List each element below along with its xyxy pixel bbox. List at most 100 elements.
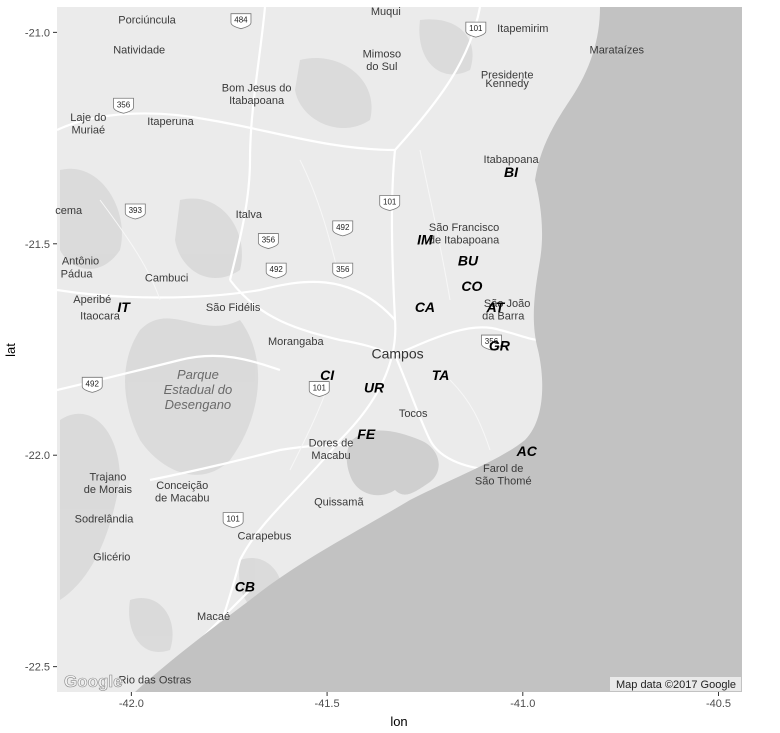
place-label: Aperibé [73, 294, 111, 306]
place-label: São Thomé [475, 476, 532, 488]
site-label: CO [461, 278, 482, 294]
road-shield-number: 101 [226, 515, 240, 524]
x-tick-label: -41.0 [510, 698, 535, 710]
site-label: AT [486, 299, 506, 315]
road-shield-number: 356 [262, 236, 276, 245]
road-shield-icon [265, 262, 287, 279]
basemap [57, 7, 742, 692]
map-attribution: Map data ©2017 Google [616, 679, 736, 691]
park-label-line: Desengano [165, 397, 232, 412]
place-label: Muqui [371, 6, 401, 18]
place-label: Mimoso [363, 49, 402, 61]
road-shield-number: 492 [86, 379, 100, 388]
site-label: IT [117, 299, 131, 315]
x-tick-label: -42.0 [119, 698, 144, 710]
relief-shading [60, 19, 473, 652]
place-label: Presidente [481, 70, 534, 82]
place-label: Muriaé [72, 125, 106, 137]
place-label: de Itabapoana [429, 235, 500, 247]
road-network [57, 7, 541, 692]
road-shield-icon [81, 376, 103, 393]
place-label: Farol de [483, 463, 523, 475]
place-label: Marataízes [590, 44, 645, 56]
place-label: Porciúncula [118, 15, 176, 27]
place-label: Pádua [61, 268, 94, 280]
place-label: São João [484, 298, 530, 310]
place-label: Itapemirim [497, 23, 548, 35]
place-label: da Barra [482, 311, 525, 323]
site-label: GR [489, 337, 511, 353]
y-axis: -21.0 -21.5 -22.0 -22.5 [25, 27, 57, 674]
place-label: Carapebus [238, 531, 292, 543]
atlantic-ocean [135, 7, 742, 692]
y-tick-label: -21.0 [25, 27, 50, 39]
road-shield-number: 101 [469, 24, 483, 33]
place-label: de Macabu [155, 492, 209, 504]
place-label: Tocos [399, 408, 428, 420]
road-shield-icon [124, 203, 146, 220]
place-label: Itabapoana [229, 95, 285, 107]
place-label: Sodrelândia [75, 514, 135, 526]
road-shield-number: 484 [234, 16, 248, 25]
place-label: Italva [236, 209, 263, 221]
site-label: TA [432, 367, 450, 383]
road-shield-icon [332, 220, 354, 237]
site-label: UR [364, 380, 385, 396]
road-shield-number: 393 [129, 206, 143, 215]
place-label: Bom Jesus do [222, 82, 292, 94]
site-label: FE [357, 426, 376, 442]
place-label: do Sul [366, 61, 397, 73]
site-label: CI [320, 367, 335, 383]
place-label: Trajano [89, 471, 126, 483]
site-label: BU [458, 253, 479, 269]
road-shield-number: 356 [336, 265, 350, 274]
park-label-line: Parque [177, 367, 219, 382]
road-shield-icon [257, 233, 279, 249]
place-label: Macabu [311, 450, 350, 462]
place-label: Macaé [197, 611, 230, 623]
y-tick-label: -21.5 [25, 239, 50, 251]
place-label: Itabapoana [484, 154, 540, 166]
road-shield-number: 492 [270, 265, 284, 274]
place-label: São Francisco [429, 222, 499, 234]
major-place-label: Campos [371, 346, 423, 362]
road-shield-number: 101 [313, 384, 327, 393]
x-tick-label: -40.5 [706, 698, 731, 710]
place-label: cema [55, 205, 83, 217]
place-label: São Fidélis [206, 302, 261, 314]
road-shield-number: 101 [383, 198, 397, 207]
road-shield-icon [222, 512, 244, 529]
road-shield-number: 492 [336, 223, 350, 232]
x-axis-title: lon [390, 714, 407, 729]
road-shield-icon [308, 381, 330, 397]
road-shield-number: 356 [117, 100, 131, 109]
road-shield-number: 356 [485, 337, 499, 346]
place-label: Antônio [62, 256, 99, 268]
y-tick-label: -22.0 [25, 450, 50, 462]
site-label: CA [415, 299, 435, 315]
site-label: CB [235, 578, 255, 594]
site-label: AC [516, 443, 538, 459]
road-shield-icon [113, 97, 134, 114]
place-label: de Morais [84, 484, 133, 496]
place-label: Rio das Ostras [118, 674, 191, 686]
attribution-background [610, 677, 741, 691]
park-label-line: Estadual do [164, 382, 233, 397]
place-label: Conceição [156, 480, 208, 492]
site-label: IM [417, 232, 433, 248]
place-label: Itaocara [80, 311, 121, 323]
place-label: Dores de [309, 438, 354, 450]
y-axis-title: lat [3, 343, 18, 357]
place-labels: Porciúncula Natividade Muqui Itapemirim Mara… [55, 6, 644, 686]
place-label: Glicério [93, 552, 130, 564]
site-label: BI [504, 164, 519, 180]
road-shield-icon [465, 21, 487, 38]
google-logo: Google [64, 672, 123, 691]
road-shield-icon [379, 195, 401, 211]
place-label: Cambuci [145, 273, 188, 285]
road-shield-icon [230, 13, 252, 30]
x-tick-label: -41.5 [315, 698, 340, 710]
lagoa-feia [346, 430, 439, 496]
road-shield-icon [332, 262, 354, 279]
